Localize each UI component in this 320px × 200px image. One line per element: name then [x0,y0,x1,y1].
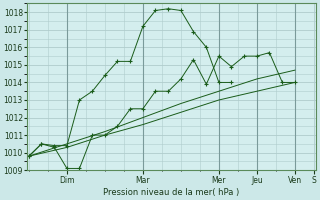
X-axis label: Pression niveau de la mer( hPa ): Pression niveau de la mer( hPa ) [103,188,240,197]
